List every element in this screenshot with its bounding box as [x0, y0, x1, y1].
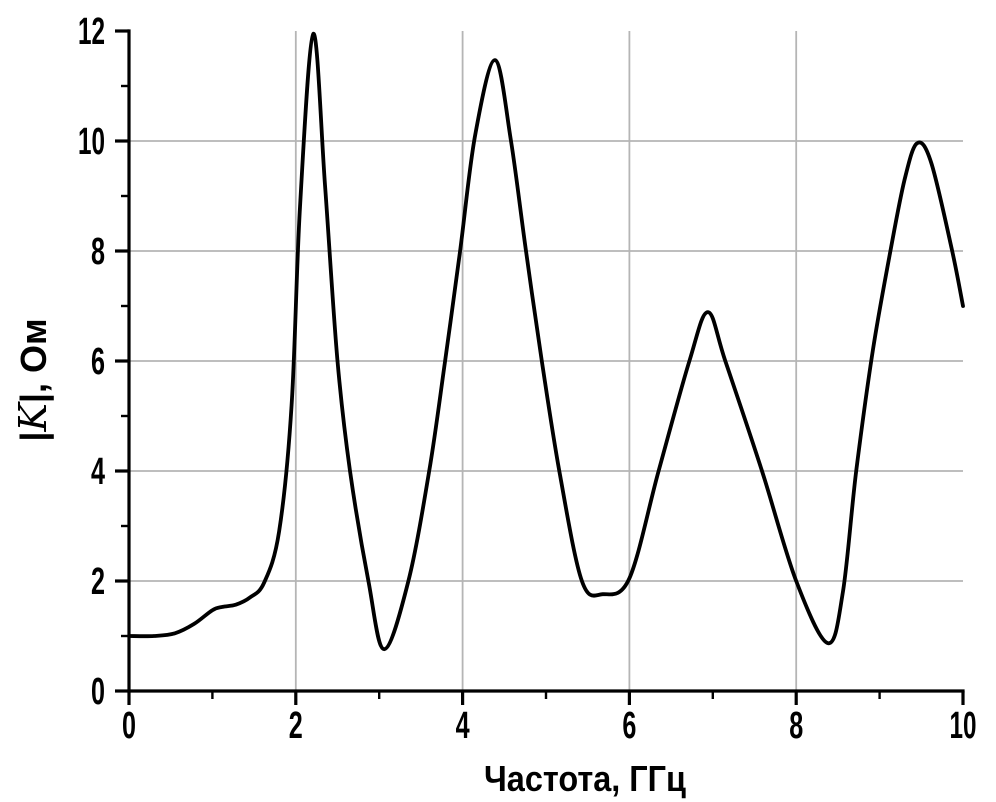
- x-tick-label: 10: [950, 705, 977, 747]
- gridlines: [129, 31, 963, 691]
- y-tick-label: 10: [78, 121, 105, 163]
- y-axis-label-bar-left: |: [13, 432, 55, 442]
- data-curve-layer: [127, 31, 965, 652]
- y-tick-label: 0: [91, 671, 105, 713]
- x-tick-label: 0: [122, 705, 136, 747]
- y-axis-label: |K|, Ом: [11, 318, 55, 441]
- x-tick-label: 8: [789, 705, 803, 747]
- tick-labels: 0 2 4 6 8 10 12 0 2 4 6 8 10: [78, 11, 977, 747]
- x-tick-label: 2: [289, 705, 303, 747]
- y-tick-label: 6: [91, 341, 105, 383]
- x-tick-label: 6: [622, 705, 636, 747]
- frequency-response-curve: [127, 31, 965, 652]
- y-tick-label: 4: [91, 451, 105, 493]
- y-tick-label: 2: [91, 561, 105, 603]
- y-tick-label: 8: [91, 231, 105, 273]
- x-axis-label: Частота, ГГц: [484, 758, 686, 799]
- y-axis-label-symbol: K: [11, 401, 55, 433]
- y-tick-label: 12: [78, 11, 105, 53]
- x-tick-label: 4: [456, 705, 470, 747]
- axis-ticks: [115, 29, 965, 705]
- y-axis-label-unit: |, Ом: [13, 318, 55, 403]
